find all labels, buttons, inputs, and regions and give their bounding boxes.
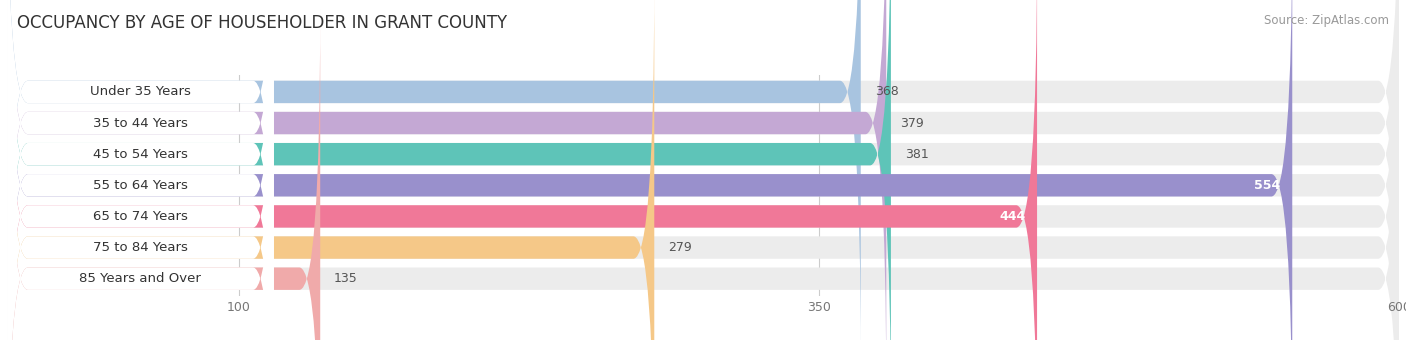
Text: 279: 279 [668,241,692,254]
Text: 135: 135 [335,272,359,285]
Text: 368: 368 [875,85,898,98]
Text: 75 to 84 Years: 75 to 84 Years [93,241,188,254]
FancyBboxPatch shape [7,0,1399,340]
FancyBboxPatch shape [7,0,1399,340]
FancyBboxPatch shape [7,10,1399,340]
Text: 554: 554 [1254,179,1281,192]
Text: OCCUPANCY BY AGE OF HOUSEHOLDER IN GRANT COUNTY: OCCUPANCY BY AGE OF HOUSEHOLDER IN GRANT… [17,14,508,32]
FancyBboxPatch shape [7,0,1292,340]
Text: 444: 444 [1000,210,1025,223]
FancyBboxPatch shape [7,0,1038,340]
FancyBboxPatch shape [7,10,321,340]
FancyBboxPatch shape [7,0,274,340]
Text: 45 to 54 Years: 45 to 54 Years [93,148,188,161]
FancyBboxPatch shape [7,0,274,340]
Text: 379: 379 [900,117,924,130]
FancyBboxPatch shape [7,0,1399,340]
FancyBboxPatch shape [7,0,1399,340]
Text: Source: ZipAtlas.com: Source: ZipAtlas.com [1264,14,1389,27]
FancyBboxPatch shape [7,0,274,340]
FancyBboxPatch shape [7,0,860,340]
Text: 55 to 64 Years: 55 to 64 Years [93,179,188,192]
FancyBboxPatch shape [7,0,1399,340]
FancyBboxPatch shape [7,0,654,340]
Text: 85 Years and Over: 85 Years and Over [80,272,201,285]
FancyBboxPatch shape [7,0,274,340]
FancyBboxPatch shape [7,0,891,340]
FancyBboxPatch shape [7,10,274,340]
FancyBboxPatch shape [7,0,274,340]
FancyBboxPatch shape [7,0,274,340]
FancyBboxPatch shape [7,0,886,340]
Text: Under 35 Years: Under 35 Years [90,85,191,98]
FancyBboxPatch shape [7,0,1399,340]
Text: 65 to 74 Years: 65 to 74 Years [93,210,188,223]
Text: 35 to 44 Years: 35 to 44 Years [93,117,188,130]
Text: 381: 381 [905,148,928,161]
